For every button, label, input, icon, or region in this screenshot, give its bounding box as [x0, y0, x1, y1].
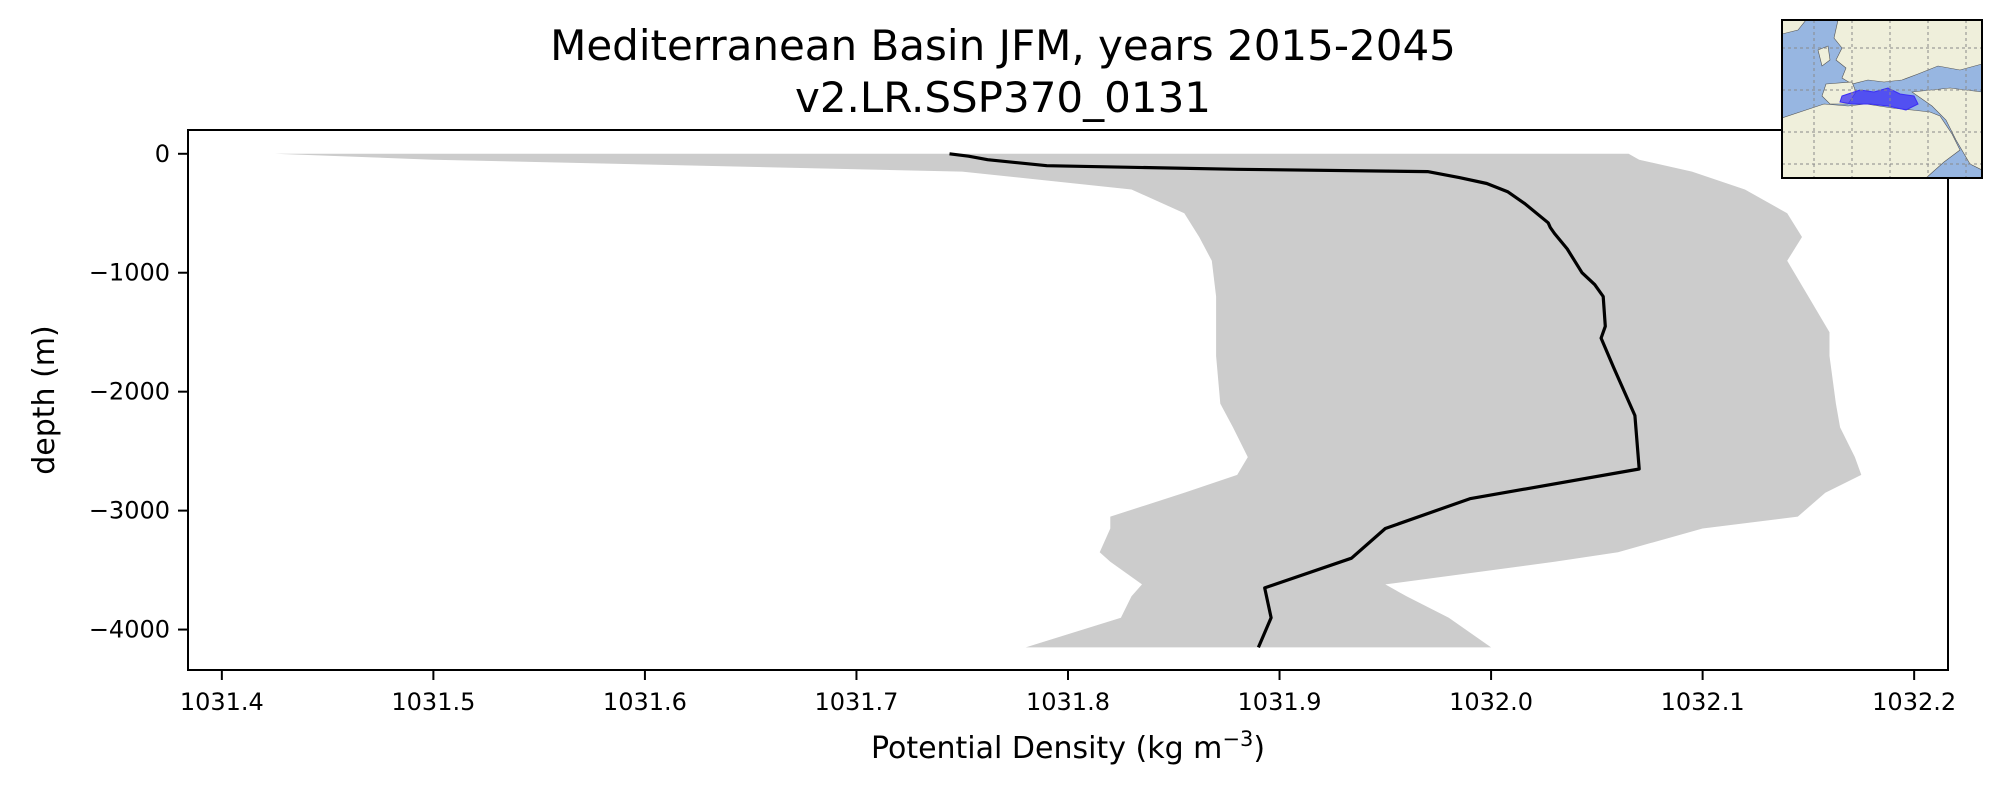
x-axis-label-superscript: −3	[1222, 727, 1253, 751]
x-tick-label: 1031.6	[603, 688, 687, 716]
x-tick-label: 1031.8	[1026, 688, 1110, 716]
inset-map	[1781, 19, 1983, 179]
y-tick-label: −2000	[89, 378, 170, 406]
mean-profile-line	[949, 152, 1641, 649]
x-tick-label: 1032.1	[1661, 688, 1745, 716]
x-tick-label: 1031.4	[180, 688, 264, 716]
x-tick-label: 1032.2	[1872, 688, 1956, 716]
inset-frame	[1781, 19, 1983, 179]
x-axis-label-end: )	[1253, 731, 1265, 766]
inset-land-greenland	[1782, 20, 1807, 35]
inset-gridlines	[1782, 20, 1982, 178]
plot-area	[187, 129, 1949, 671]
spread-band	[274, 153, 1862, 648]
inset-land-africa	[1782, 103, 1961, 178]
x-axis-label: Potential Density (kg m−3)	[871, 727, 1265, 766]
inset-land-europe	[1833, 20, 1982, 85]
x-tick-label: 1031.5	[391, 688, 475, 716]
x-axis-ticks: 1031.4 1031.5 1031.6 1031.7 1031.8 1031.9 1032…	[180, 670, 1956, 716]
y-axis-label: depth (m)	[27, 325, 62, 475]
x-tick-label: 1031.9	[1238, 688, 1322, 716]
y-tick-label: −4000	[89, 616, 170, 644]
y-tick-label: −1000	[89, 259, 170, 287]
y-tick-label: −3000	[89, 497, 170, 525]
chart-title: Mediterranean Basin JFM, years 2015-2045	[550, 21, 1456, 70]
x-tick-label: 1032.0	[1449, 688, 1533, 716]
y-tick-label: 0	[155, 140, 170, 168]
chart-subtitle: v2.LR.SSP370_0131	[795, 73, 1211, 122]
inset-land-uk	[1817, 45, 1831, 67]
x-tick-label: 1031.7	[814, 688, 898, 716]
y-axis-ticks: 0 −1000 −2000 −3000 −4000	[89, 140, 188, 644]
